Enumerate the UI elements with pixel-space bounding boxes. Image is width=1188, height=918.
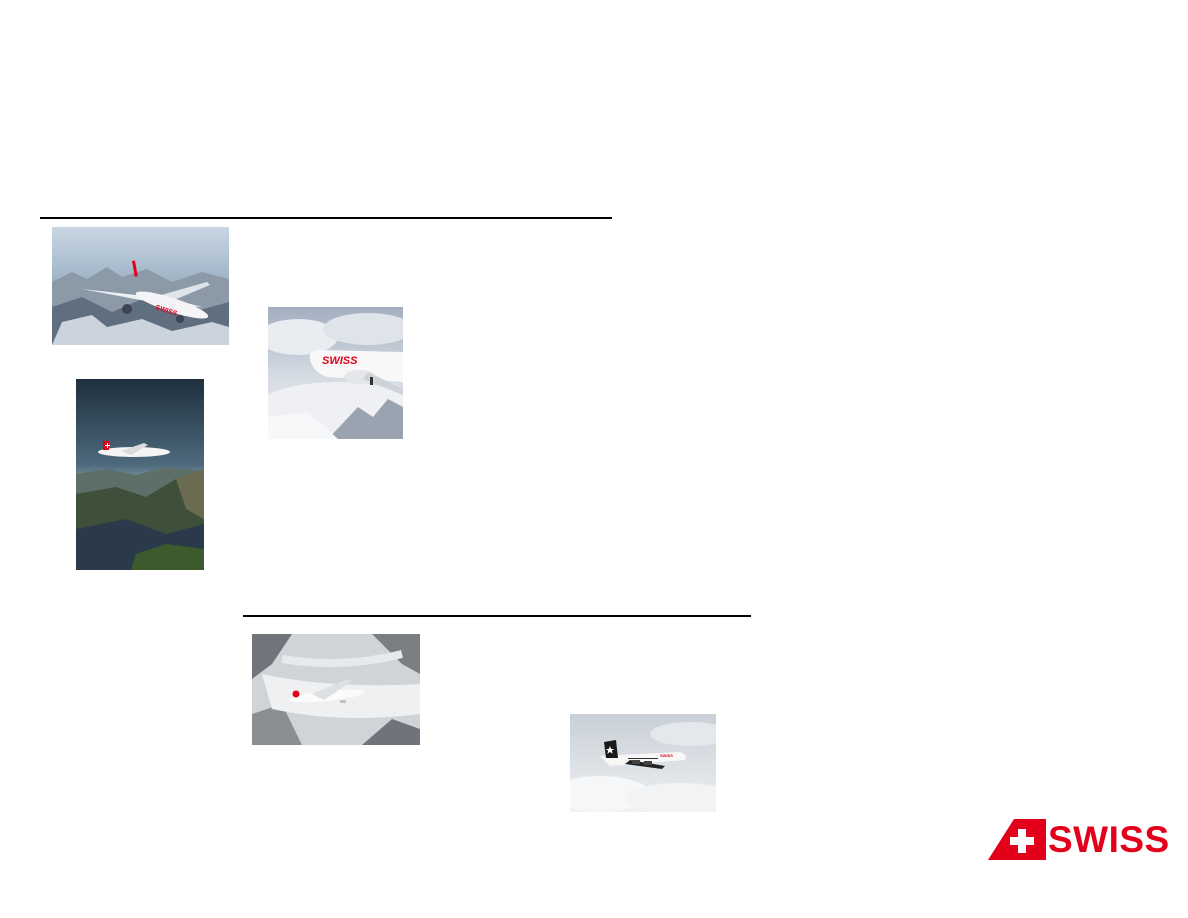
aircraft-photo-clouds: SWISS xyxy=(268,307,403,439)
svg-text:SWISS: SWISS xyxy=(322,355,358,367)
swiss-flag-tail-icon xyxy=(988,819,1046,860)
section-divider-bottom xyxy=(243,615,751,617)
swiss-wordmark: SWISS xyxy=(1048,819,1170,860)
aircraft-photo-lake xyxy=(76,379,204,570)
svg-text:SWISS: SWISS xyxy=(660,753,673,758)
aircraft-photo-regional-jet: SWISS xyxy=(570,714,716,812)
section-divider-top xyxy=(40,217,612,219)
aircraft-photo-glacier xyxy=(252,634,420,745)
swiss-logo: SWISS xyxy=(988,818,1169,862)
aircraft-photo-alps: SWISS xyxy=(52,227,229,345)
